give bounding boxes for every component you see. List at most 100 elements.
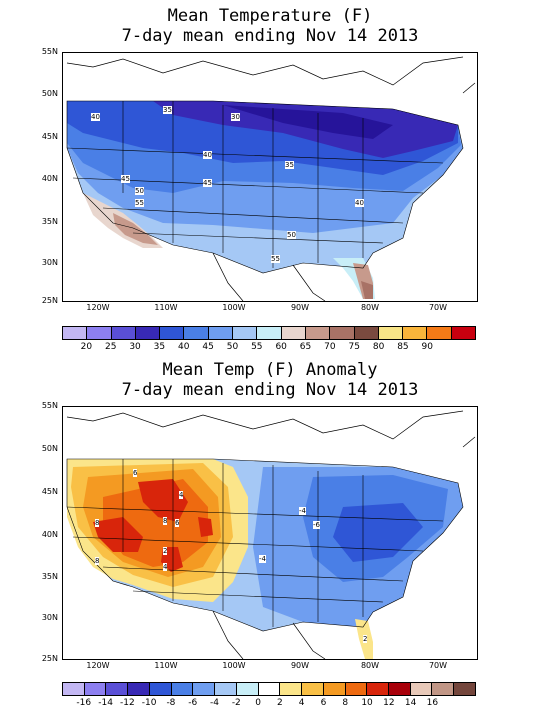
colorbar-label: 75 bbox=[348, 342, 360, 352]
colorbar-swatch bbox=[330, 327, 355, 339]
contour-label: 55 bbox=[135, 199, 144, 207]
lon-label: 100W bbox=[222, 303, 246, 312]
lon-label: 120W bbox=[86, 661, 110, 670]
lat-label: 55N bbox=[41, 47, 58, 56]
contour-label: 6 bbox=[175, 519, 180, 527]
contour-label: 40 bbox=[203, 151, 212, 159]
lat-label: 35N bbox=[41, 217, 58, 226]
colorbar-label: 0 bbox=[255, 698, 261, 708]
colorbar-label: -4 bbox=[210, 698, 219, 708]
colorbar-label: 35 bbox=[153, 342, 166, 352]
colorbar-label: 50 bbox=[226, 342, 239, 352]
colorbar-swatch bbox=[208, 327, 234, 339]
colorbar-swatch bbox=[281, 327, 306, 339]
lat-label: 30N bbox=[41, 258, 58, 267]
colorbar-label: 70 bbox=[324, 342, 336, 352]
map2-title-line2: 7-day mean ending Nov 14 2013 bbox=[121, 380, 419, 400]
lat-label: 45N bbox=[41, 132, 58, 141]
anomaly-map: 6 4 8 8 6 2 8 4 -4 -6 -4 2 bbox=[62, 406, 478, 660]
contour-label: -4 bbox=[299, 507, 306, 515]
lat-label: 50N bbox=[41, 444, 58, 453]
colorbar-swatch bbox=[193, 683, 216, 695]
colorbar-swatch bbox=[258, 683, 281, 695]
colorbar-swatch bbox=[323, 683, 346, 695]
lat-label: 40N bbox=[41, 530, 58, 539]
contour-label: 8 bbox=[95, 519, 100, 527]
colorbar-label: 30 bbox=[129, 342, 141, 352]
colorbar-swatch bbox=[128, 683, 150, 695]
colorbar-swatch bbox=[410, 683, 433, 695]
colorbar-swatch bbox=[454, 683, 475, 695]
colorbar-swatch bbox=[378, 327, 404, 339]
contour-label: 45 bbox=[203, 179, 212, 187]
colorbar-swatch bbox=[345, 683, 368, 695]
colorbar-label: 14 bbox=[404, 698, 417, 708]
colorbar-swatch bbox=[171, 683, 194, 695]
colorbar-label: -2 bbox=[231, 698, 241, 708]
contour-label: 35 bbox=[285, 161, 294, 169]
temperature-colorbar bbox=[62, 326, 476, 340]
colorbar-swatch bbox=[160, 327, 185, 339]
colorbar-swatch bbox=[149, 683, 172, 695]
lon-label: 110W bbox=[154, 303, 178, 312]
contour-label: 2 bbox=[363, 635, 368, 643]
colorbar-label: 65 bbox=[299, 342, 312, 352]
contour-label: -6 bbox=[313, 521, 320, 529]
colorbar-label: -10 bbox=[141, 698, 157, 708]
colorbar-swatch bbox=[305, 327, 331, 339]
colorbar-swatch bbox=[280, 683, 303, 695]
lon-label: 90W bbox=[290, 661, 310, 670]
colorbar-swatch bbox=[427, 327, 452, 339]
lat-label: 50N bbox=[41, 89, 58, 98]
colorbar-label: 16 bbox=[426, 698, 439, 708]
colorbar-label: 85 bbox=[397, 342, 409, 352]
contour-label: 40 bbox=[355, 199, 364, 207]
colorbar-label: 90 bbox=[421, 342, 433, 352]
colorbar-label: 8 bbox=[342, 698, 349, 708]
colorbar-label: -12 bbox=[120, 698, 135, 708]
contour-label: 8 bbox=[95, 557, 100, 565]
colorbar-swatch bbox=[403, 327, 428, 339]
contour-label: 35 bbox=[163, 106, 172, 114]
contour-label: 45 bbox=[121, 175, 130, 183]
contour-label: 40 bbox=[91, 113, 100, 121]
lat-label: 25N bbox=[41, 654, 58, 663]
colorbar-swatch bbox=[135, 327, 161, 339]
colorbar-swatch bbox=[451, 327, 476, 339]
colorbar-label: 55 bbox=[251, 342, 263, 352]
lat-label: 55N bbox=[41, 401, 58, 410]
colorbar-label: 6 bbox=[320, 698, 327, 708]
lon-label: 120W bbox=[86, 303, 110, 312]
colorbar-swatch bbox=[87, 327, 112, 339]
colorbar-swatch bbox=[84, 683, 107, 695]
lon-label: 110W bbox=[154, 661, 178, 670]
colorbar-swatch bbox=[106, 683, 129, 695]
colorbar-swatch bbox=[389, 683, 411, 695]
lon-label: 80W bbox=[360, 303, 380, 312]
colorbar-swatch bbox=[432, 683, 455, 695]
colorbar-swatch bbox=[354, 327, 379, 339]
lon-label: 90W bbox=[290, 303, 310, 312]
colorbar-label: 2 bbox=[277, 698, 283, 708]
contour-label: -4 bbox=[259, 555, 266, 563]
lon-label: 70W bbox=[428, 661, 448, 670]
map1-title-line2: 7-day mean ending Nov 14 2013 bbox=[121, 26, 419, 46]
contour-label: 4 bbox=[163, 563, 168, 571]
colorbar-swatch bbox=[63, 327, 88, 339]
map1-title-line1: Mean Temperature (F) bbox=[167, 6, 373, 26]
lat-label: 45N bbox=[41, 487, 58, 496]
colorbar-label: 20 bbox=[80, 342, 93, 352]
contour-label: 50 bbox=[287, 231, 296, 239]
colorbar-label: -14 bbox=[98, 698, 113, 708]
colorbar-label: 10 bbox=[361, 698, 373, 708]
contour-label: 55 bbox=[271, 255, 280, 263]
colorbar-label: -8 bbox=[166, 698, 176, 708]
colorbar-label: -16 bbox=[76, 698, 92, 708]
contour-label: 50 bbox=[135, 187, 144, 195]
colorbar-label: 45 bbox=[202, 342, 214, 352]
colorbar-swatch bbox=[236, 683, 259, 695]
colorbar-label: 25 bbox=[104, 342, 117, 352]
colorbar-label: -6 bbox=[188, 698, 198, 708]
contour-label: 4 bbox=[179, 491, 184, 499]
colorbar-swatch bbox=[302, 683, 324, 695]
